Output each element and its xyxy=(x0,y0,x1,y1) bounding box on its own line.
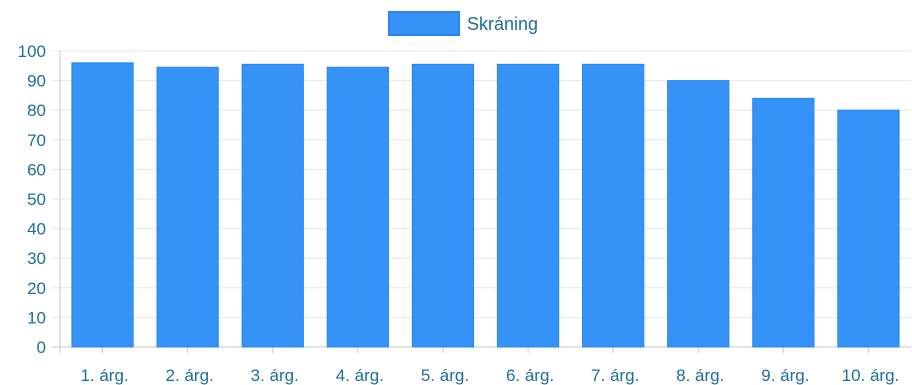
y-tick-label: 70 xyxy=(27,131,46,150)
bar-5[interactable] xyxy=(411,63,475,348)
x-tick-label: 7. árg. xyxy=(591,366,639,385)
bar-10[interactable] xyxy=(837,109,900,348)
bar-3[interactable] xyxy=(241,63,304,348)
x-tick-label: 4. árg. xyxy=(336,366,384,385)
y-tick-label: 80 xyxy=(27,101,46,120)
legend[interactable]: Skráning xyxy=(388,11,538,36)
x-tick-label: 1. árg. xyxy=(80,366,128,385)
bar-1[interactable] xyxy=(71,62,134,348)
y-axis-ticks: 0 10 20 30 40 50 60 70 80 90 100 xyxy=(18,42,46,357)
x-tick-label: 2. árg. xyxy=(166,366,214,385)
y-tick-label: 30 xyxy=(27,249,46,268)
bar-9[interactable] xyxy=(752,97,815,348)
legend-swatch[interactable] xyxy=(388,11,460,36)
bar-4[interactable] xyxy=(326,66,389,348)
bar-7[interactable] xyxy=(582,63,645,348)
x-tick-label: 10. árg. xyxy=(842,366,900,385)
bar-6[interactable] xyxy=(496,63,560,348)
y-tick-label: 100 xyxy=(18,42,46,61)
y-tick-label: 40 xyxy=(27,220,46,239)
x-tick-label: 9. árg. xyxy=(761,366,809,385)
legend-label-skraning[interactable]: Skráning xyxy=(467,14,538,34)
x-axis-ticks: 1. árg. 2. árg. 3. árg. 4. árg. 5. árg. 6. ár… xyxy=(80,366,899,385)
bars xyxy=(71,62,900,348)
y-tick-label: 60 xyxy=(27,160,46,179)
x-tick-label: 3. árg. xyxy=(251,366,299,385)
y-tick-label: 0 xyxy=(37,338,46,357)
x-tick-label: 8. árg. xyxy=(676,366,724,385)
y-tick-label: 20 xyxy=(27,279,46,298)
x-tick-label: 6. árg. xyxy=(506,366,554,385)
bar-2[interactable] xyxy=(156,66,219,348)
y-tick-label: 90 xyxy=(27,72,46,91)
bar-8[interactable] xyxy=(667,80,730,348)
x-tick-label: 5. árg. xyxy=(421,366,469,385)
y-tick-label: 10 xyxy=(27,308,46,327)
y-tick-label: 50 xyxy=(27,190,46,209)
